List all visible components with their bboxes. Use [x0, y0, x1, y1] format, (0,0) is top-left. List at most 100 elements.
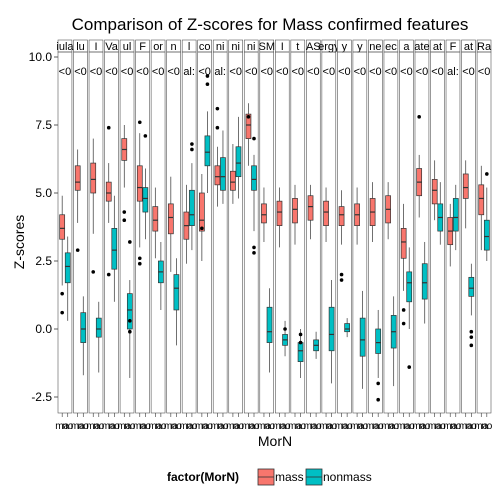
- x-tick-label: no: [279, 421, 291, 432]
- facet-frame: [104, 51, 119, 414]
- nonmass-outlier: [190, 142, 194, 146]
- mass-outlier: [417, 115, 421, 119]
- facet-panel: a <0: [399, 39, 414, 414]
- mass-box: [431, 179, 438, 205]
- mass-outlier: [75, 248, 80, 252]
- facet-strip-label: t: [296, 41, 299, 53]
- nonmass-box: [421, 263, 428, 300]
- facet-panel: ec <0: [383, 39, 399, 414]
- mass-box: [261, 203, 267, 224]
- mass-outlier: [106, 272, 111, 277]
- facet-panel: ergy <0: [318, 39, 340, 414]
- x-tick-label: no: [311, 421, 323, 432]
- facet-panel: t <0: [290, 39, 306, 414]
- legend-title: factor(MorN): [167, 470, 239, 484]
- facet-value-label: <0: [245, 66, 258, 78]
- facet-value-label: <0: [90, 66, 103, 78]
- facet-panel: at <0: [430, 39, 445, 414]
- x-tick-label: no: [248, 421, 260, 432]
- y-tick-label: -2.5: [31, 390, 52, 404]
- facet-panel: n <0: [166, 39, 181, 414]
- mass-box: [105, 181, 112, 202]
- x-tick-label: ma: [428, 421, 442, 432]
- facet-strip-label: y: [342, 41, 348, 53]
- nonmass-box: [173, 274, 180, 311]
- mass-box: [199, 192, 205, 232]
- x-axis-title: MorN: [258, 433, 292, 449]
- nonmass-outlier: [298, 332, 303, 337]
- nonmass-outlier: [485, 172, 489, 176]
- facet-value-label: <0: [59, 66, 72, 78]
- nonmass-outlier: [469, 335, 474, 339]
- nonmass-outlier: [128, 329, 132, 334]
- nonmass-box: [266, 306, 273, 343]
- nonmass-box: [95, 317, 102, 338]
- x-tick-label: no: [124, 421, 136, 432]
- x-tick-label: no: [202, 421, 214, 432]
- nonmass-outlier: [469, 343, 474, 348]
- mass-outlier: [215, 106, 220, 111]
- facet-strip-label: F: [139, 41, 146, 53]
- facet-panel: Va <0: [104, 39, 119, 414]
- y-tick-label: 2.5: [35, 254, 52, 268]
- x-tick-label: ma: [133, 421, 147, 432]
- facet-strip-label: ec: [385, 41, 397, 53]
- facet-panel: Fal:: [445, 39, 461, 414]
- facet-value-label: <0: [478, 66, 491, 78]
- nonmass-outlier: [143, 134, 148, 138]
- facet-strip-label: I: [281, 41, 284, 53]
- nonmass-outlier: [252, 245, 256, 250]
- facet-strip-label: ni: [216, 41, 225, 53]
- x-tick-labels: manomanomanomanomanomanomanomanomanomano…: [55, 413, 493, 432]
- facet-frame: [228, 51, 243, 414]
- mass-box: [276, 200, 283, 226]
- x-tick-label: no: [217, 421, 229, 432]
- nonmass-outlier: [252, 136, 256, 141]
- facet-value-label: <0: [354, 66, 367, 78]
- nonmass-box: [64, 252, 71, 284]
- x-tick-label: ma: [241, 421, 255, 432]
- facet-strip-label: ni: [247, 41, 256, 53]
- facet-panel: ni al:: [212, 39, 228, 414]
- x-tick-label: ma: [148, 421, 162, 432]
- nonmass-outlier: [205, 74, 210, 78]
- x-tick-label: ma: [164, 421, 178, 432]
- mass-box: [462, 173, 469, 199]
- x-tick-label: ma: [117, 421, 131, 432]
- nonmass-outlier: [283, 327, 287, 331]
- facet-value-label: <0: [369, 66, 382, 78]
- facet-value-label: <0: [323, 66, 336, 78]
- facet-value-label: <0: [136, 66, 149, 78]
- mass-box: [478, 184, 485, 216]
- legend-label-nonmass: nonmass: [323, 470, 372, 484]
- nonmass-box: [189, 189, 195, 226]
- facet-panel: y <0: [352, 39, 368, 414]
- nonmass-outlier: [190, 147, 194, 152]
- nonmass-box: [359, 317, 366, 357]
- facet-frame: [243, 51, 259, 414]
- facet-panel: Ra <0: [476, 39, 492, 414]
- x-tick-label: ma: [288, 421, 302, 432]
- mass-outlier: [137, 261, 142, 266]
- x-tick-label: ma: [350, 421, 364, 432]
- facet-value-label: <0: [74, 66, 87, 78]
- legend-label-mass: mass: [275, 470, 304, 484]
- x-tick-label: no: [466, 421, 478, 432]
- facet-frame: [430, 51, 445, 414]
- facet-strip-label: ul: [123, 41, 132, 53]
- facet-strip-label: a: [403, 41, 410, 53]
- x-tick-label: ma: [319, 421, 333, 432]
- x-tick-label: no: [326, 421, 338, 432]
- mass-outlier: [137, 120, 142, 125]
- nonmass-outlier: [376, 397, 380, 402]
- facet-panel: ni <0: [228, 39, 243, 414]
- facet-panel: ni <0: [243, 39, 259, 414]
- x-tick-label: ma: [179, 421, 193, 432]
- mass-box: [136, 165, 143, 202]
- facet-panel: iula <0: [56, 39, 74, 414]
- facet-value-label: <0: [229, 66, 242, 78]
- facet-strip-label: iula: [56, 41, 74, 53]
- facet-frame: [88, 51, 104, 414]
- mass-outlier: [215, 125, 220, 130]
